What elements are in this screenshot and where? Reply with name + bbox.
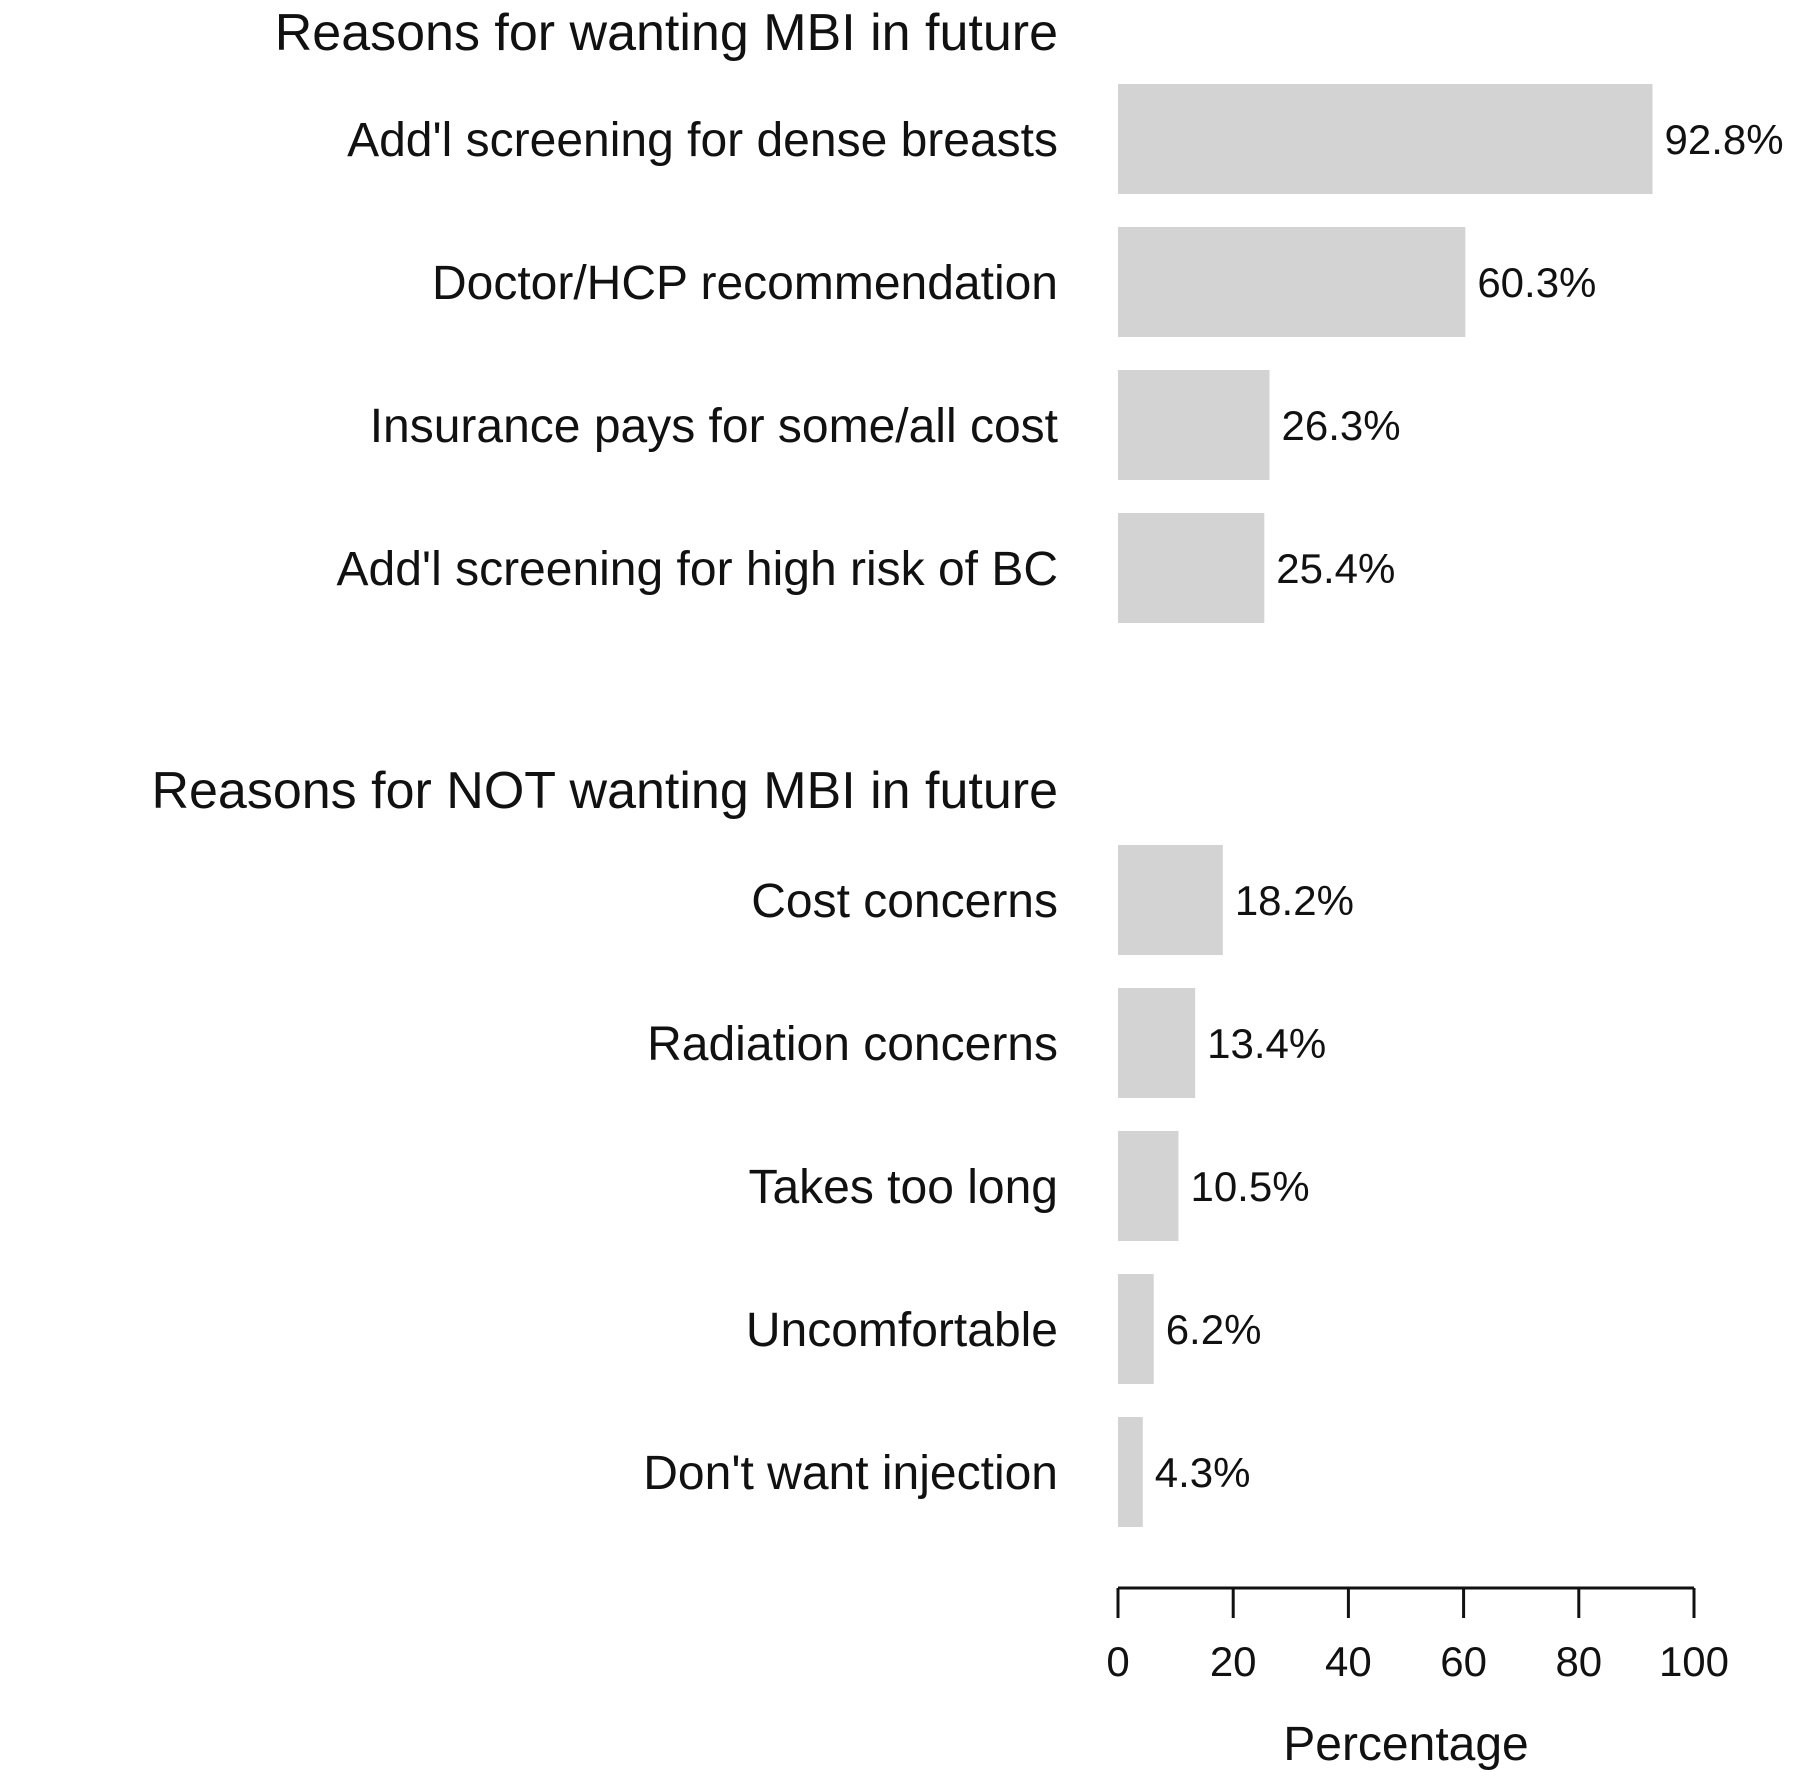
- x-tick-label: 20: [1210, 1638, 1257, 1685]
- bar: [1118, 1417, 1143, 1527]
- bar: [1118, 227, 1466, 337]
- category-label: Insurance pays for some/all cost: [370, 400, 1058, 453]
- value-label: 60.3%: [1477, 259, 1596, 306]
- value-label: 10.5%: [1190, 1163, 1309, 1210]
- value-label: 26.3%: [1281, 402, 1400, 449]
- bar: [1118, 988, 1196, 1098]
- x-tick-label: 0: [1106, 1638, 1129, 1685]
- value-label: 4.3%: [1155, 1449, 1251, 1496]
- x-tick-label: 60: [1440, 1638, 1487, 1685]
- category-label: Don't want injection: [643, 1447, 1058, 1500]
- category-label: Add'l screening for high risk of BC: [337, 543, 1059, 596]
- value-label: 13.4%: [1207, 1020, 1326, 1067]
- value-label: 92.8%: [1665, 116, 1784, 163]
- category-label: Takes too long: [748, 1161, 1058, 1214]
- category-label: Uncomfortable: [746, 1304, 1058, 1357]
- bar: [1118, 845, 1223, 955]
- x-axis-title: Percentage: [1283, 1718, 1529, 1771]
- value-label: 18.2%: [1235, 877, 1354, 924]
- bar: [1118, 1274, 1154, 1384]
- category-label: Cost concerns: [751, 875, 1058, 928]
- bar: [1118, 370, 1270, 480]
- value-label: 6.2%: [1166, 1306, 1262, 1353]
- group-title: Reasons for wanting MBI in future: [275, 4, 1058, 62]
- bar: [1118, 1131, 1179, 1241]
- x-tick-label: 40: [1325, 1638, 1372, 1685]
- category-label: Add'l screening for dense breasts: [347, 114, 1058, 167]
- x-tick-label: 80: [1555, 1638, 1602, 1685]
- group-title: Reasons for NOT wanting MBI in future: [151, 762, 1058, 820]
- x-tick-label: 100: [1659, 1638, 1729, 1685]
- category-label: Doctor/HCP recommendation: [432, 257, 1058, 310]
- value-label: 25.4%: [1276, 545, 1395, 592]
- bar: [1118, 513, 1265, 623]
- bar: [1118, 84, 1653, 194]
- category-label: Radiation concerns: [647, 1018, 1058, 1071]
